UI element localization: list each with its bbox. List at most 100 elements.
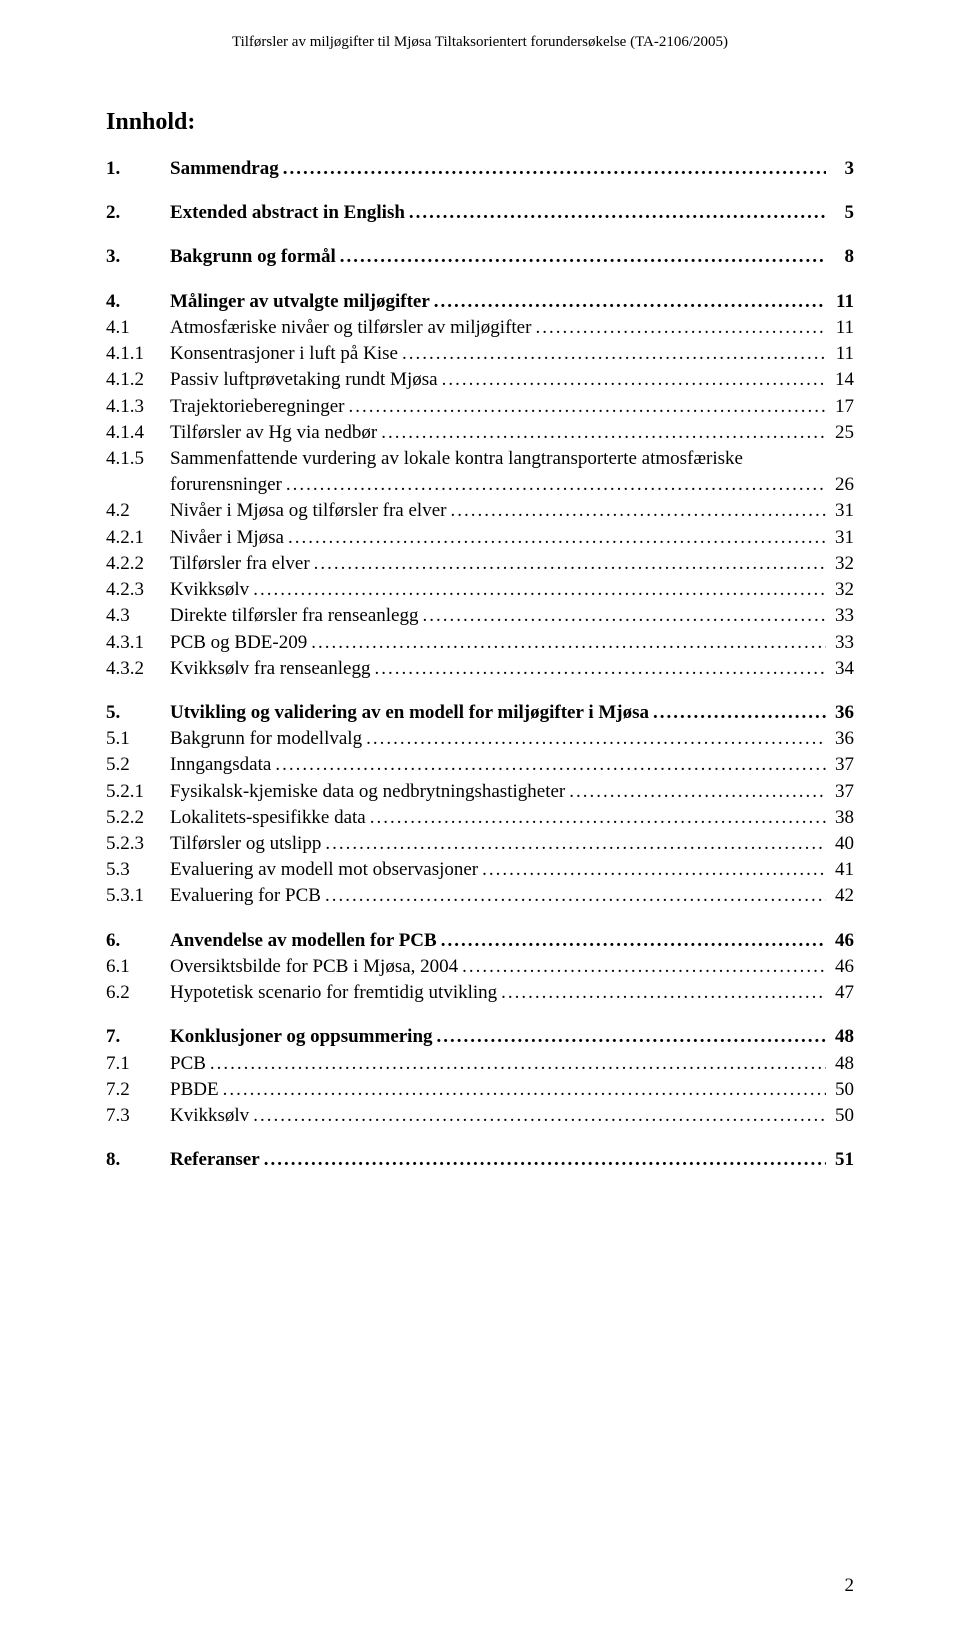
toc-entry-number: 5.3.1 (106, 883, 170, 909)
toc-entry-title: PCB og BDE-209 (170, 630, 307, 656)
toc-entry-number: 4.1.1 (106, 341, 170, 367)
toc-leader (398, 341, 826, 367)
toc-entry-number: 4.1.5 (106, 446, 170, 472)
toc-leader (418, 603, 826, 629)
toc-entry-number: 7.3 (106, 1103, 170, 1129)
toc-entry-number: 5.3 (106, 857, 170, 883)
toc-entry-page: 46 (826, 928, 854, 954)
toc-entry-title: Evaluering for PCB (170, 883, 321, 909)
toc-entry-page: 40 (826, 831, 854, 857)
toc-entry: 5.2.3Tilførsler og utslipp40 (106, 831, 854, 857)
toc-entry: 2.Extended abstract in English5 (106, 200, 854, 226)
toc-entry-page: 26 (826, 472, 854, 498)
toc-entry-page: 3 (826, 156, 854, 182)
toc-leader (437, 928, 826, 954)
toc-entry-number: 4.1 (106, 315, 170, 341)
toc-entry-page: 48 (826, 1051, 854, 1077)
toc-leader (497, 980, 826, 1006)
toc-entry-page: 34 (826, 656, 854, 682)
toc-entry-title: Konklusjoner og oppsummering (170, 1024, 433, 1050)
toc-entry-page: 50 (826, 1077, 854, 1103)
toc-entry-title: Evaluering av modell mot observasjoner (170, 857, 478, 883)
toc-entry: 5.Utvikling og validering av en modell f… (106, 700, 854, 726)
toc-entry-title: Sammenfattende vurdering av lokale kontr… (170, 446, 743, 472)
toc-entry: 5.3.1Evaluering for PCB42 (106, 883, 854, 909)
toc-leader (260, 1147, 826, 1173)
toc-leader (284, 525, 826, 551)
toc-entry-title: Fysikalsk-kjemiske data og nedbrytningsh… (170, 779, 565, 805)
toc-leader (310, 551, 826, 577)
toc-entry-title: Tilførsler fra elver (170, 551, 310, 577)
toc-entry-page: 36 (826, 726, 854, 752)
toc-leader (446, 498, 826, 524)
toc-entry-title: Tilførsler av Hg via nedbør (170, 420, 377, 446)
toc-entry-page: 38 (826, 805, 854, 831)
toc-entry: 4.2.1Nivåer i Mjøsa31 (106, 525, 854, 551)
toc-entry-page: 36 (826, 700, 854, 726)
toc-entry-number: 8. (106, 1147, 170, 1173)
toc-entry: 5.2.1Fysikalsk-kjemiske data og nedbrytn… (106, 779, 854, 805)
toc-entry: 4.1.2Passiv luftprøvetaking rundt Mjøsa1… (106, 367, 854, 393)
toc-entry-title: Hypotetisk scenario for fremtidig utvikl… (170, 980, 497, 1006)
toc-entry-number: 5.2.3 (106, 831, 170, 857)
toc-entry-title: Referanser (170, 1147, 260, 1173)
toc-leader (377, 420, 826, 446)
toc-entry-number: 5.2.1 (106, 779, 170, 805)
toc-entry-number: 7.1 (106, 1051, 170, 1077)
running-header: Tilførsler av miljøgifter til Mjøsa Tilt… (106, 34, 854, 51)
toc-entry-page: 11 (826, 315, 854, 341)
toc-entry-title: Kvikksølv (170, 577, 249, 603)
toc-entry-title: Bakgrunn for modellvalg (170, 726, 362, 752)
toc-entry-page: 25 (826, 420, 854, 446)
toc-entry: 6.2Hypotetisk scenario for fremtidig utv… (106, 980, 854, 1006)
toc-entry-page: 32 (826, 577, 854, 603)
toc-entry-number: 6.2 (106, 980, 170, 1006)
toc-entry: 8.Referanser51 (106, 1147, 854, 1173)
toc-leader (321, 831, 826, 857)
toc-entry: 4.2.3Kvikksølv32 (106, 577, 854, 603)
toc-leader (458, 954, 826, 980)
toc-entry: forurensninger26 (106, 472, 854, 498)
toc-entry-page: 8 (826, 244, 854, 270)
toc-entry-title: Atmosfæriske nivåer og tilførsler av mil… (170, 315, 531, 341)
toc-entry-number: 1. (106, 156, 170, 182)
toc-entry: 1.Sammendrag 3 (106, 156, 854, 182)
toc-entry: 4.2.2Tilførsler fra elver32 (106, 551, 854, 577)
toc-entry: 6.1Oversiktsbilde for PCB i Mjøsa, 20044… (106, 954, 854, 980)
toc-entry: 5.2Inngangsdata37 (106, 752, 854, 778)
toc-entry-number: 2. (106, 200, 170, 226)
toc-leader (362, 726, 826, 752)
toc-entry: 5.2.2Lokalitets-spesifikke data38 (106, 805, 854, 831)
toc-leader (371, 656, 827, 682)
page-number: 2 (845, 1575, 855, 1597)
toc-entry-number: 4.3.2 (106, 656, 170, 682)
toc-leader (531, 315, 826, 341)
toc-entry: 4.1.3Trajektorieberegninger17 (106, 394, 854, 420)
toc-entry-page: 33 (826, 603, 854, 629)
toc-leader (307, 630, 826, 656)
toc-entry-title: Sammendrag (170, 156, 279, 182)
toc-entry-title: Utvikling og validering av en modell for… (170, 700, 649, 726)
toc-entry-title: PCB (170, 1051, 206, 1077)
toc-entry: 5.3Evaluering av modell mot observasjone… (106, 857, 854, 883)
toc-leader (565, 779, 826, 805)
toc-leader (433, 1024, 826, 1050)
toc-entry-number: 5. (106, 700, 170, 726)
toc-leader (219, 1077, 826, 1103)
toc-entry: 3.Bakgrunn og formål8 (106, 244, 854, 270)
toc-leader (249, 1103, 826, 1129)
toc-leader (438, 367, 826, 393)
toc-entry-number: 5.1 (106, 726, 170, 752)
toc-leader (271, 752, 826, 778)
toc-entry-page: 33 (826, 630, 854, 656)
toc-entry-page: 31 (826, 525, 854, 551)
toc-entry-number: 4.1.4 (106, 420, 170, 446)
toc-entry-number: 7.2 (106, 1077, 170, 1103)
toc-entry-title: Bakgrunn og formål (170, 244, 336, 270)
toc-entry-title: Kvikksølv fra renseanlegg (170, 656, 371, 682)
toc-leader (405, 200, 826, 226)
toc-entry-page: 32 (826, 551, 854, 577)
toc-entry-title: Extended abstract in English (170, 200, 405, 226)
toc-entry-number: 7. (106, 1024, 170, 1050)
toc-entry-number: 4.1.2 (106, 367, 170, 393)
